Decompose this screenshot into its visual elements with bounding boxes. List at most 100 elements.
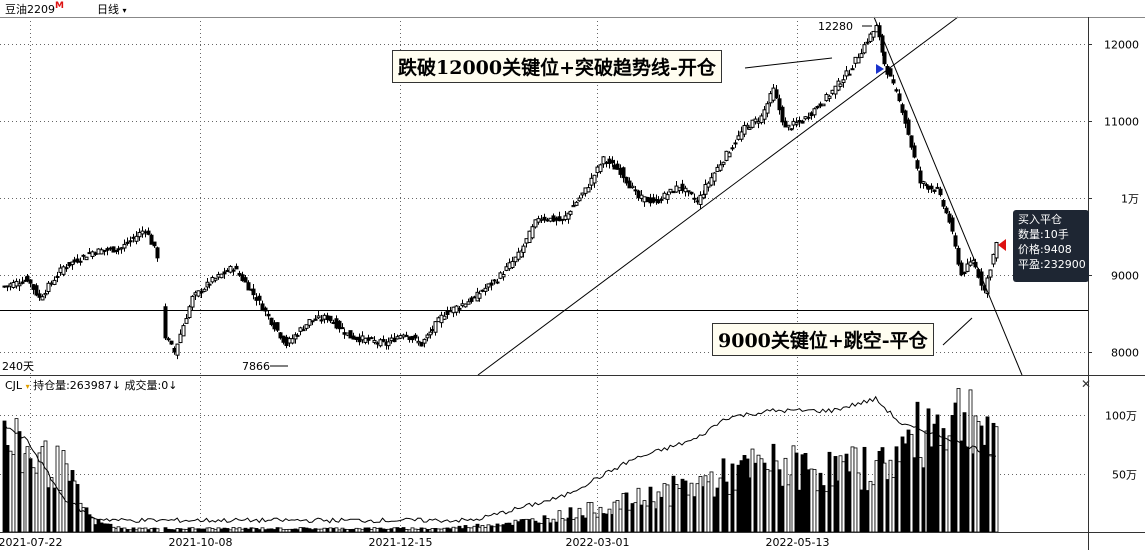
- candle-body: [46, 282, 51, 293]
- candle-body: [909, 135, 914, 148]
- candle-body: [686, 190, 691, 193]
- volume-bar: [926, 408, 931, 533]
- candle-body: [882, 51, 887, 65]
- candle: [313, 314, 318, 321]
- volume-bar: [163, 527, 168, 533]
- candle: [965, 258, 970, 273]
- candle: [419, 341, 424, 347]
- volume-bar: [448, 528, 453, 533]
- volume-bar: [228, 529, 233, 533]
- volume-bar: [976, 420, 981, 533]
- candle: [257, 293, 262, 306]
- candle-body: [718, 164, 723, 171]
- candle-body: [34, 285, 39, 296]
- candle: [163, 303, 168, 340]
- candle: [900, 102, 905, 116]
- volume-bar: [545, 518, 550, 533]
- volume-bar: [844, 453, 849, 533]
- candle-body: [944, 207, 949, 214]
- candle-body: [266, 313, 271, 317]
- candle-body: [938, 188, 943, 196]
- indicator-name[interactable]: CJL: [5, 379, 23, 392]
- candle-body: [601, 156, 606, 165]
- period-selector[interactable]: 日线 ▾: [97, 3, 127, 16]
- volume-bar: [301, 527, 306, 533]
- volume-bar: [477, 526, 482, 533]
- volume-bar: [648, 486, 653, 533]
- candle-body: [630, 185, 635, 189]
- candle-body: [794, 121, 799, 125]
- volume-bar: [84, 507, 89, 533]
- candle: [228, 265, 233, 274]
- volume-bar: [381, 528, 386, 533]
- volume-bar: [624, 492, 629, 533]
- candle-body: [856, 57, 861, 64]
- candle: [304, 324, 309, 331]
- close-icon[interactable]: ✕: [1080, 377, 1092, 391]
- volume-bar: [425, 528, 430, 533]
- candle-body: [827, 95, 832, 99]
- candle-body: [433, 321, 438, 333]
- candle-body: [568, 210, 573, 215]
- candle: [102, 249, 107, 256]
- volume-bar: [108, 523, 113, 533]
- volume-bar: [639, 504, 644, 533]
- candle: [844, 65, 849, 80]
- volume-bar: [524, 518, 529, 533]
- price-tick-label: 8000: [1111, 347, 1139, 360]
- volume-bar: [275, 527, 280, 533]
- candle: [659, 196, 664, 204]
- candle-body: [906, 119, 911, 135]
- candle-body: [991, 253, 996, 265]
- volume-bar: [595, 516, 600, 533]
- volume-bar: [72, 480, 77, 533]
- candle: [128, 236, 133, 247]
- volume-bar: [692, 496, 697, 533]
- candle-body: [378, 339, 383, 347]
- candle-body: [114, 249, 119, 252]
- volume-bar: [527, 519, 532, 533]
- volume-bar: [574, 517, 579, 533]
- candle-body: [994, 242, 999, 259]
- candle: [251, 283, 256, 300]
- volume-bar: [184, 529, 189, 533]
- volume-bar: [439, 528, 444, 533]
- candle-body: [64, 267, 69, 270]
- volume-bar: [724, 481, 729, 533]
- candle-body: [665, 194, 670, 200]
- candle-body: [20, 281, 25, 284]
- chevron-down-icon[interactable]: ▾: [25, 382, 30, 391]
- ma-period-label: 240天: [2, 360, 34, 373]
- volume-bar: [665, 484, 670, 533]
- volume-bar: [202, 528, 207, 533]
- volume-bar: [222, 527, 227, 533]
- candle: [733, 139, 738, 148]
- volume-bar: [548, 522, 553, 533]
- candle: [815, 105, 820, 110]
- volume-bar: [903, 443, 908, 533]
- volume-bar: [489, 525, 494, 533]
- volume-bar: [290, 528, 295, 533]
- candle: [789, 128, 794, 131]
- candle: [865, 38, 870, 45]
- volume-bar: [991, 422, 996, 533]
- candle: [246, 280, 251, 291]
- candle: [680, 179, 685, 194]
- volume-bar: [445, 527, 450, 533]
- candle-body: [891, 79, 896, 84]
- candle-body: [668, 188, 673, 193]
- candle: [598, 163, 603, 174]
- volume-bar: [49, 477, 54, 533]
- candle: [621, 166, 626, 183]
- volume-bar: [483, 527, 488, 533]
- candle: [386, 337, 391, 350]
- volume-bar: [187, 527, 192, 533]
- symbol-label[interactable]: 豆油2209M: [5, 1, 64, 16]
- candle-body: [777, 98, 782, 111]
- volume-bar: [689, 482, 694, 533]
- volume-bar: [337, 529, 342, 533]
- candle: [871, 30, 876, 41]
- candle: [897, 89, 902, 103]
- candle: [786, 124, 791, 131]
